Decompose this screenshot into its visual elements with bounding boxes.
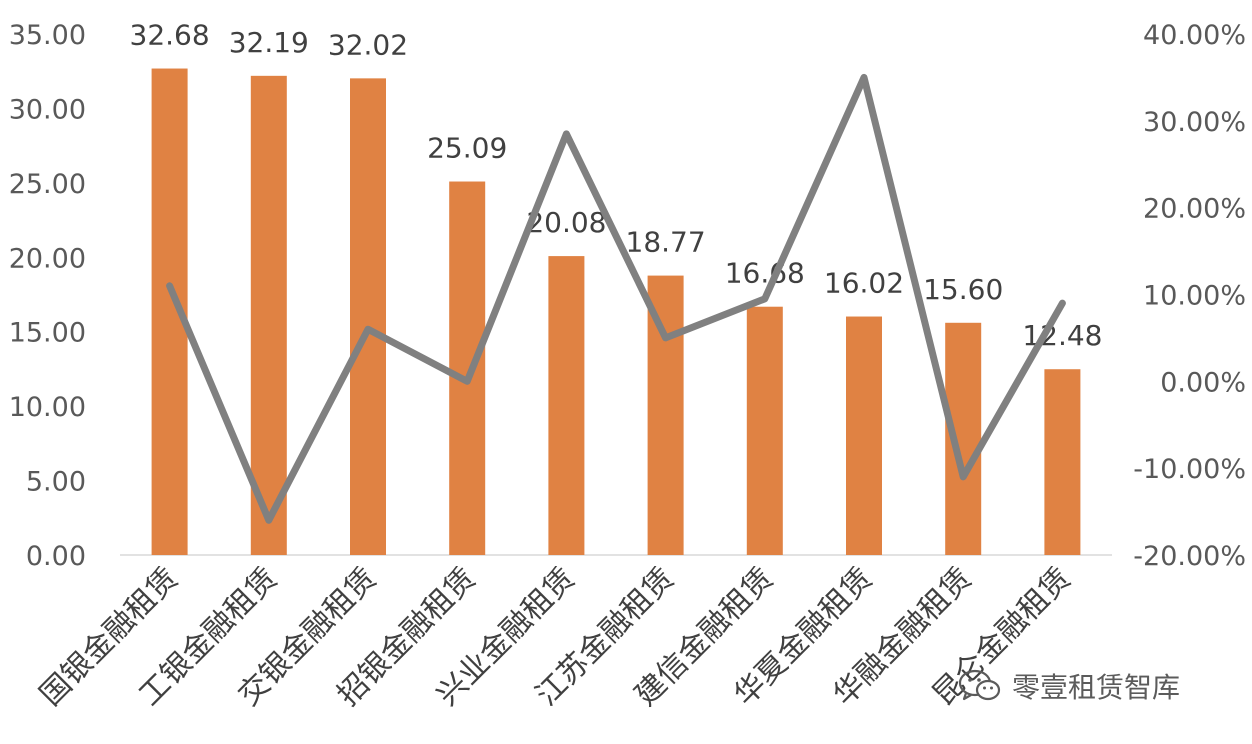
bar (350, 78, 386, 555)
left-tick-label: 15.00 (9, 318, 86, 349)
left-tick-label: 5.00 (26, 467, 86, 498)
bar (449, 182, 485, 555)
right-tick-label: 20.00% (1143, 194, 1246, 225)
left-tick-label: 35.00 (9, 20, 86, 51)
watermark-text: 零壹租赁智库 (1012, 666, 1180, 706)
left-tick-label: 10.00 (9, 392, 86, 423)
bar (548, 256, 584, 555)
right-tick-label: 30.00% (1143, 107, 1246, 138)
bar-data-label: 32.19 (229, 26, 309, 59)
right-tick-label: -10.00% (1133, 454, 1246, 485)
left-tick-label: 30.00 (9, 94, 86, 125)
left-tick-label: 25.00 (9, 169, 86, 200)
x-axis-labels: 国银金融租赁工银金融租赁交银金融租赁招银金融租赁兴业金融租赁江苏金融租赁建信金融… (33, 561, 1078, 713)
right-axis: -20.00% -10.00% 0.00% 10.00% 20.00% 30.00% 40.… (1133, 20, 1246, 572)
bar (846, 317, 882, 555)
left-tick-label: 20.00 (9, 243, 86, 274)
left-tick-label: 0.00 (26, 541, 86, 572)
bar-data-label: 32.68 (130, 19, 210, 52)
right-tick-label: 0.00% (1160, 367, 1246, 398)
watermark: 零壹租赁智库 (958, 666, 1180, 706)
bar-data-label: 32.02 (328, 28, 408, 61)
bar-data-label: 25.09 (427, 132, 507, 165)
bar (747, 307, 783, 555)
right-tick-label: 10.00% (1143, 281, 1246, 312)
right-tick-label: -20.00% (1133, 541, 1246, 572)
bar-data-label: 16.68 (725, 257, 805, 290)
bar-data-label: 18.77 (626, 226, 706, 259)
bar-data-label: 16.02 (824, 267, 904, 300)
wechat-icon (958, 668, 1002, 704)
right-tick-label: 40.00% (1143, 20, 1246, 51)
bar-data-label: 15.60 (923, 273, 1003, 306)
bar (1044, 369, 1080, 555)
